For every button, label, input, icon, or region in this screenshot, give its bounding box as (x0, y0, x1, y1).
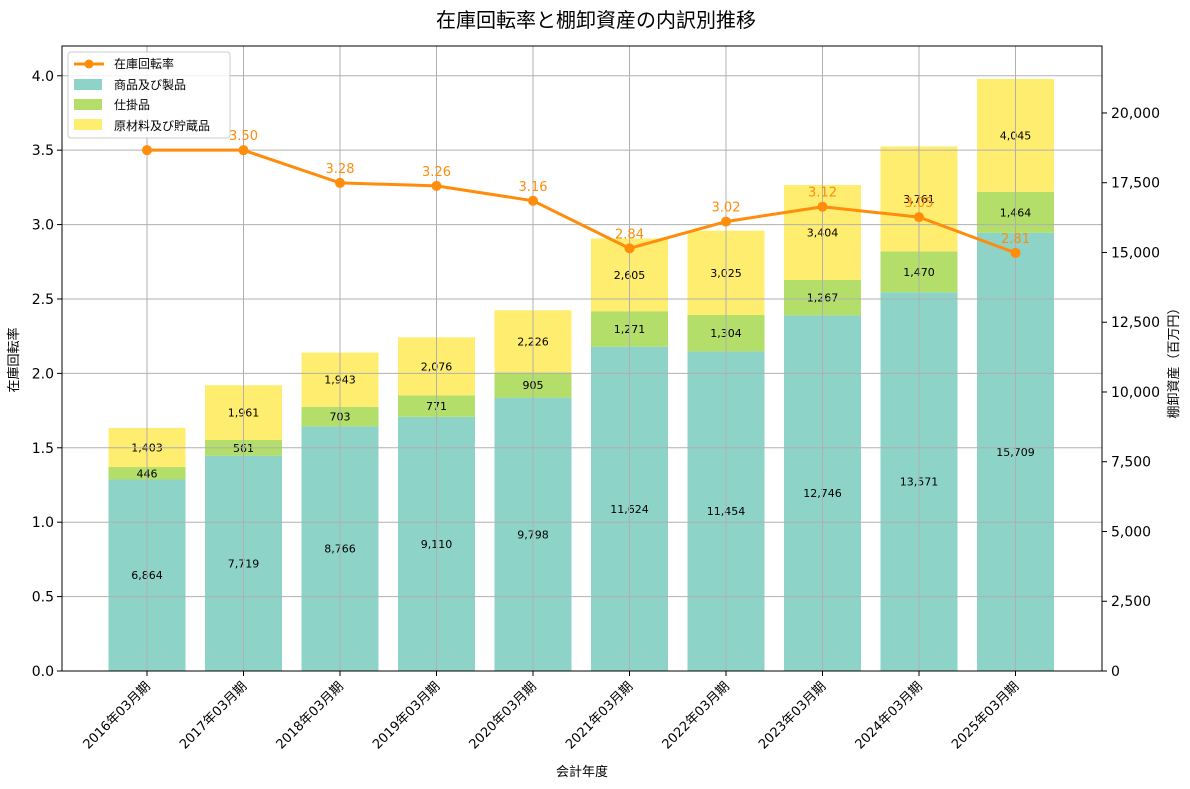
turnover-point (238, 145, 249, 156)
x-tick-label: 2025年03月期 (949, 679, 1022, 752)
turnover-value-label: 3.12 (808, 186, 837, 201)
plot-frame (61, 45, 1103, 672)
legend-label-turnover: 在庫回転率 (114, 56, 174, 71)
y-tick-label-right: 10,000 (1111, 385, 1160, 401)
x-tick-label: 2023年03月期 (756, 679, 829, 752)
turnover-value-label: 3.02 (712, 201, 741, 216)
x-tick-label: 2024年03月期 (853, 679, 926, 752)
x-ticks: 2016年03月期 2017年03月期 2018年03月期 2019年03月期 2020… (81, 671, 1022, 753)
y-ticks-left: 0.0 0.5 1.0 1.5 2.0 2.5 3.0 3.5 4.0 (32, 69, 62, 680)
grid (62, 46, 1102, 672)
turnover-point (624, 243, 635, 254)
y-tick-label-left: 1.5 (32, 441, 54, 457)
bars (108, 78, 1054, 671)
x-tick-label: 2020年03月期 (467, 679, 540, 752)
turnover-point (1010, 247, 1021, 258)
y-tick-label-left: 2.0 (32, 366, 54, 382)
y-tick-label-right: 15,000 (1111, 245, 1160, 261)
legend-label-product: 商品及び製品 (114, 77, 186, 92)
y-tick-label-left: 3.5 (32, 143, 54, 159)
y-tick-label-right: 12,500 (1111, 315, 1160, 331)
y-tick-label-right: 17,500 (1111, 176, 1160, 192)
y-axis-label-left: 在庫回転率 (6, 327, 22, 392)
turnover-value-label: 3.26 (422, 165, 451, 180)
turnover-point (721, 216, 731, 227)
turnover-value-label: 2.84 (615, 227, 644, 242)
y-tick-label-left: 2.5 (32, 292, 54, 308)
x-tick-label: 2019年03月期 (370, 679, 443, 752)
y-tick-label-left: 0.0 (32, 664, 54, 680)
chart-title: 在庫回転率と棚卸資産の内訳別推移 (436, 8, 756, 32)
turnover-value-label: 3.05 (905, 196, 934, 211)
legend-swatch-product (74, 79, 102, 90)
turnover-line: 3.50 3.28 3.26 3.16 2.84 3.02 3.12 3.05 2.81 (142, 129, 1030, 258)
x-tick-label: 2017年03月期 (177, 679, 250, 752)
x-axis-label: 会計年度 (556, 764, 608, 780)
turnover-point (817, 201, 828, 212)
y-tick-label-right: 7,500 (1111, 455, 1151, 471)
turnover-point (142, 145, 152, 156)
y-tick-label-right: 2,500 (1111, 594, 1151, 610)
legend-label-wip: 仕掛品 (114, 97, 150, 112)
x-tick-label: 2018年03月期 (274, 679, 347, 752)
y-tick-label-right: 0 (1111, 664, 1120, 680)
legend-box (67, 51, 231, 139)
y-tick-label-left: 4.0 (32, 69, 54, 85)
legend-label-material: 原材料及び貯蔵品 (114, 119, 210, 133)
turnover-value-label: 3.28 (326, 162, 355, 177)
y-tick-label-right: 20,000 (1111, 106, 1160, 122)
legend-swatch-wip (74, 99, 102, 110)
turnover-point (914, 212, 924, 223)
turnover-point (431, 180, 442, 191)
turnover-value-label: 3.16 (519, 180, 548, 195)
y-tick-label-left: 1.0 (32, 515, 54, 531)
y-axis-label-right: 棚卸資産（百万円） (1166, 301, 1182, 418)
legend-swatch-material (74, 119, 102, 130)
legend-line-marker (84, 59, 94, 69)
y-tick-label-left: 0.5 (32, 590, 54, 606)
turnover-line-path (147, 148, 1017, 255)
y-tick-label-right: 5,000 (1111, 524, 1151, 540)
turnover-value-label: 3.50 (229, 129, 258, 144)
turnover-value-label: 2.81 (1001, 232, 1030, 247)
y-ticks-right: 0 2,500 5,000 7,500 10,000 12,500 15,000 17,500… (1102, 106, 1160, 680)
x-tick-label: 2016年03月期 (81, 679, 154, 752)
y-tick-label-left: 3.0 (32, 218, 54, 234)
turnover-point (335, 177, 345, 188)
turnover-point (528, 195, 538, 206)
x-tick-label: 2021年03月期 (563, 679, 636, 752)
x-tick-label: 2022年03月期 (660, 679, 733, 752)
legend: 在庫回転率 商品及び製品 仕掛品 原材料及び貯蔵品 (67, 51, 231, 139)
